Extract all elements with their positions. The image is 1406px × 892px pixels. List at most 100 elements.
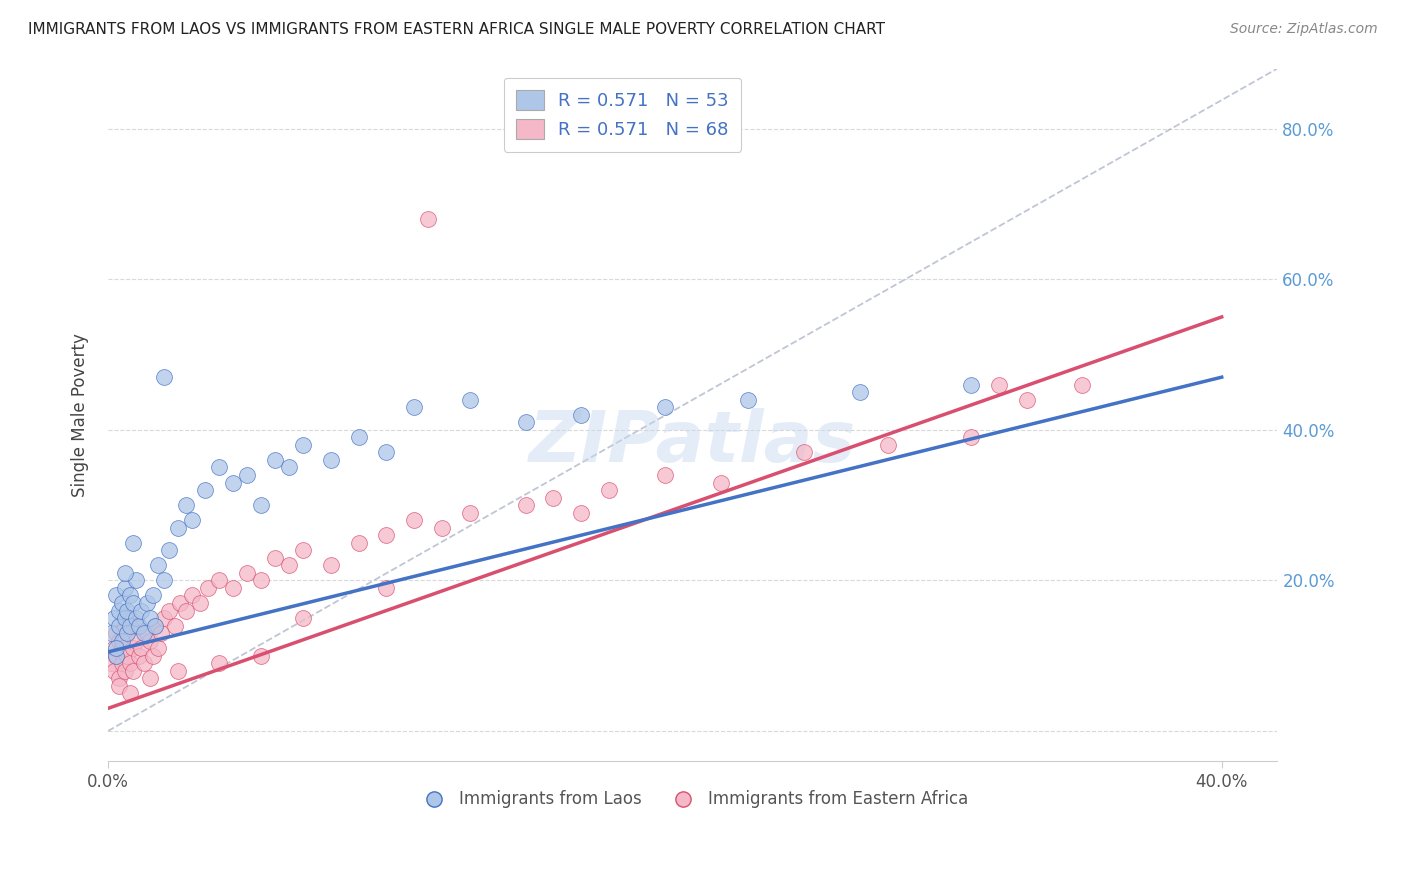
Point bbox=[103, 611, 125, 625]
Point bbox=[111, 641, 134, 656]
Point bbox=[134, 626, 156, 640]
Point bbox=[654, 401, 676, 415]
Point bbox=[515, 415, 537, 429]
Point bbox=[131, 603, 153, 617]
Text: IMMIGRANTS FROM LAOS VS IMMIGRANTS FROM EASTERN AFRICA SINGLE MALE POVERTY CORRE: IMMIGRANTS FROM LAOS VS IMMIGRANTS FROM … bbox=[28, 22, 886, 37]
Point bbox=[117, 603, 139, 617]
Point bbox=[250, 574, 273, 588]
Point bbox=[264, 453, 287, 467]
Point bbox=[141, 648, 163, 663]
Point bbox=[111, 633, 134, 648]
Point bbox=[458, 506, 481, 520]
Point bbox=[543, 491, 565, 505]
Point bbox=[146, 641, 169, 656]
Point bbox=[174, 603, 197, 617]
Point bbox=[108, 679, 131, 693]
Point bbox=[347, 535, 370, 549]
Point bbox=[278, 460, 301, 475]
Point bbox=[128, 648, 150, 663]
Point bbox=[114, 566, 136, 580]
Point bbox=[654, 468, 676, 483]
Point bbox=[236, 566, 259, 580]
Point bbox=[152, 574, 174, 588]
Point bbox=[149, 626, 172, 640]
Point bbox=[188, 596, 211, 610]
Point bbox=[117, 626, 139, 640]
Point bbox=[418, 212, 440, 227]
Point bbox=[105, 641, 128, 656]
Point bbox=[139, 671, 162, 685]
Point bbox=[152, 370, 174, 384]
Point bbox=[375, 581, 398, 595]
Point bbox=[876, 438, 898, 452]
Point bbox=[458, 392, 481, 407]
Point bbox=[709, 475, 731, 490]
Point bbox=[515, 498, 537, 512]
Point bbox=[166, 664, 188, 678]
Point bbox=[134, 657, 156, 671]
Point bbox=[264, 550, 287, 565]
Point bbox=[180, 513, 202, 527]
Point bbox=[430, 521, 453, 535]
Point bbox=[114, 618, 136, 632]
Point bbox=[737, 392, 759, 407]
Point bbox=[793, 445, 815, 459]
Point bbox=[114, 664, 136, 678]
Point bbox=[848, 385, 870, 400]
Point bbox=[598, 483, 620, 497]
Point bbox=[103, 664, 125, 678]
Point bbox=[120, 618, 142, 632]
Point bbox=[169, 596, 191, 610]
Point bbox=[108, 633, 131, 648]
Point bbox=[569, 408, 592, 422]
Point bbox=[250, 498, 273, 512]
Point bbox=[125, 611, 148, 625]
Point bbox=[139, 633, 162, 648]
Point bbox=[166, 521, 188, 535]
Point bbox=[120, 611, 142, 625]
Point bbox=[180, 589, 202, 603]
Point bbox=[960, 430, 983, 444]
Point bbox=[105, 626, 128, 640]
Point bbox=[278, 558, 301, 573]
Point bbox=[117, 648, 139, 663]
Point bbox=[208, 574, 231, 588]
Point bbox=[108, 618, 131, 632]
Point bbox=[141, 589, 163, 603]
Text: Source: ZipAtlas.com: Source: ZipAtlas.com bbox=[1230, 22, 1378, 37]
Point bbox=[120, 589, 142, 603]
Point bbox=[105, 648, 128, 663]
Point bbox=[174, 498, 197, 512]
Point bbox=[208, 657, 231, 671]
Text: ZIPatlas: ZIPatlas bbox=[529, 408, 856, 477]
Point bbox=[157, 603, 180, 617]
Point bbox=[291, 611, 314, 625]
Point bbox=[157, 543, 180, 558]
Point bbox=[194, 483, 217, 497]
Point bbox=[120, 657, 142, 671]
Point bbox=[105, 589, 128, 603]
Point bbox=[197, 581, 219, 595]
Point bbox=[222, 475, 245, 490]
Point bbox=[347, 430, 370, 444]
Point bbox=[291, 438, 314, 452]
Point bbox=[125, 633, 148, 648]
Point bbox=[146, 558, 169, 573]
Y-axis label: Single Male Poverty: Single Male Poverty bbox=[72, 333, 89, 497]
Point bbox=[136, 596, 159, 610]
Point bbox=[139, 611, 162, 625]
Point bbox=[404, 513, 426, 527]
Point bbox=[163, 618, 186, 632]
Point bbox=[114, 611, 136, 625]
Point bbox=[128, 618, 150, 632]
Point bbox=[105, 648, 128, 663]
Point bbox=[222, 581, 245, 595]
Point bbox=[208, 460, 231, 475]
Point bbox=[125, 574, 148, 588]
Point bbox=[136, 626, 159, 640]
Point bbox=[100, 657, 122, 671]
Point bbox=[319, 453, 342, 467]
Point bbox=[319, 558, 342, 573]
Point bbox=[375, 445, 398, 459]
Point bbox=[108, 671, 131, 685]
